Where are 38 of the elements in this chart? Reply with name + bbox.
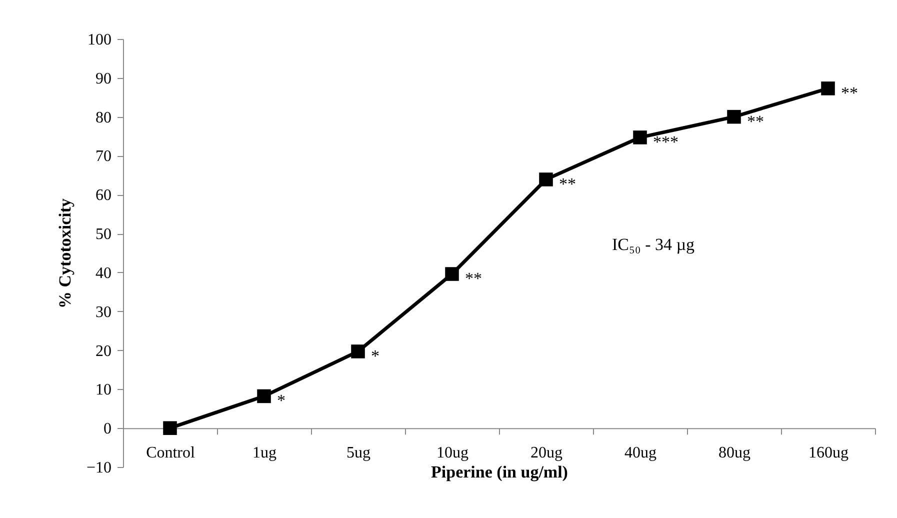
- point: [539, 172, 553, 186]
- y-tick-label: 50: [96, 226, 112, 244]
- x-tick-label: 40ug: [624, 444, 656, 462]
- y-tick-label: 80: [96, 109, 112, 126]
- point: [727, 110, 741, 124]
- y-tick-label: 100: [88, 32, 112, 48]
- x-tick-label: 1ug: [252, 444, 276, 462]
- point: [633, 130, 647, 144]
- x-tick-label: 80ug: [718, 444, 750, 462]
- annotation: *: [371, 346, 380, 366]
- x-tick-label: 10ug: [436, 444, 468, 462]
- y-tick-label: −10: [86, 460, 112, 476]
- point: [351, 344, 365, 358]
- y-tick-label: 0: [104, 420, 112, 438]
- y-tick-label: 10: [96, 382, 112, 399]
- y-tick-label: 70: [96, 148, 112, 166]
- point: [821, 82, 835, 96]
- point: [445, 267, 459, 281]
- point: [163, 421, 177, 435]
- x-tick-label: Control: [146, 444, 196, 462]
- x-tick-label: 160ug: [808, 444, 848, 462]
- annotation: **: [465, 269, 482, 288]
- y-axis-title: % Cytotoxicity: [55, 198, 74, 309]
- annotation: ***: [653, 132, 678, 152]
- x-axis-title: Piperine (in ug/ml): [431, 462, 568, 482]
- y-tick-label: 60: [96, 187, 112, 204]
- x-tick-label: 5ug: [346, 444, 370, 462]
- point: [257, 389, 271, 404]
- y-tick-label: 90: [96, 70, 112, 88]
- y-tick-label: 30: [96, 304, 112, 321]
- annotation: **: [559, 174, 576, 194]
- x-tick-label: 20ug: [530, 444, 562, 462]
- annotation: IC₅₀ - 34 µg: [612, 235, 696, 254]
- annotation: **: [747, 112, 764, 131]
- y-tick-label: 20: [96, 342, 112, 360]
- annotation: *: [277, 391, 286, 410]
- annotation: **: [841, 83, 858, 102]
- y-tick-label: 40: [96, 264, 112, 282]
